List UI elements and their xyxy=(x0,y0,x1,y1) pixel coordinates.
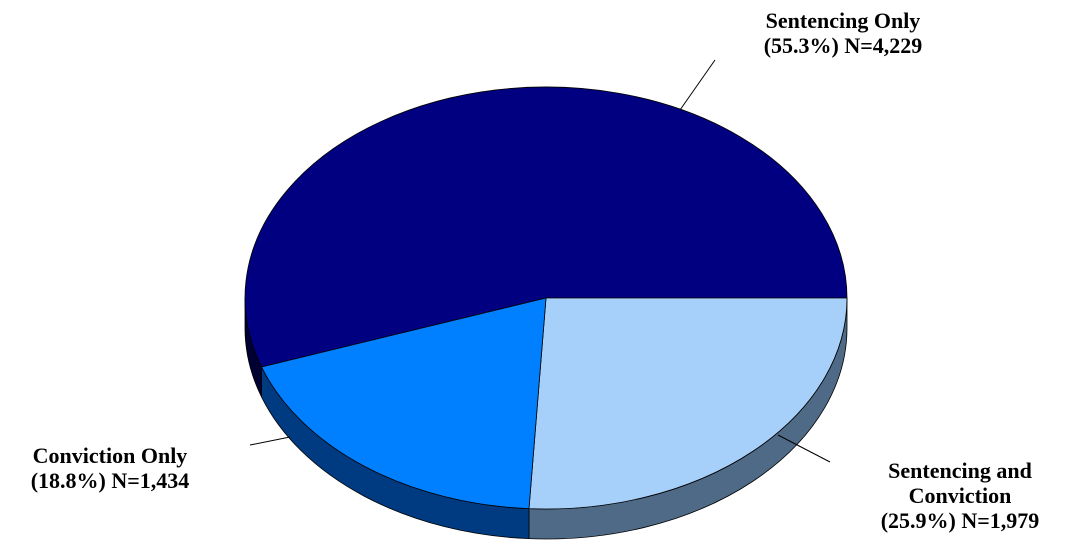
slice-label-name: Sentencing and xyxy=(888,458,1032,483)
slice-label-sentencing-only: Sentencing Only (55.3%) N=4,229 xyxy=(728,8,958,58)
slice-label-value: (25.9%) N=1,979 xyxy=(880,508,1040,533)
leader-line-2 xyxy=(249,436,291,446)
slice-label-name-line2: Conviction xyxy=(908,483,1012,508)
leader-line-0 xyxy=(679,59,716,111)
slice-label-sentencing-and-conviction: Sentencing and Conviction (25.9%) N=1,97… xyxy=(860,458,1060,533)
leader-line-1 xyxy=(777,434,831,463)
pie-slice-2 xyxy=(260,297,547,510)
slice-label-name: Conviction Only xyxy=(32,443,188,468)
pie-slice-1 xyxy=(528,297,848,510)
slice-label-value: (55.3%) N=4,229 xyxy=(763,33,923,58)
slice-label-conviction-only: Conviction Only (18.8%) N=1,434 xyxy=(0,443,220,493)
pie-slice-0 xyxy=(244,86,848,368)
slice-label-name: Sentencing Only xyxy=(765,8,921,33)
slice-label-value: (18.8%) N=1,434 xyxy=(30,468,190,493)
